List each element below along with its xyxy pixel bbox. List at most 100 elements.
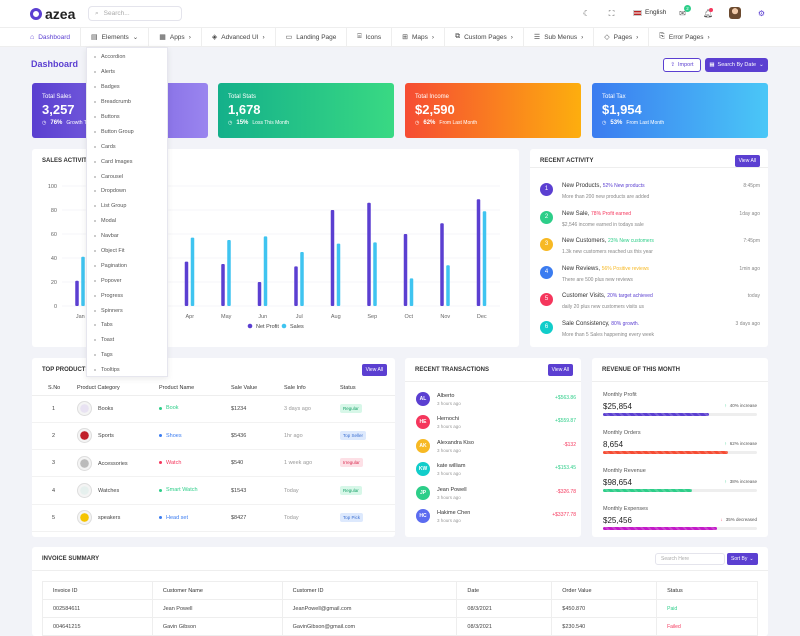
product-thumbnail: [77, 455, 92, 471]
row-number: 4: [32, 476, 77, 505]
dropdown-item[interactable]: Popover: [87, 273, 167, 288]
nav-custom-pages[interactable]: ⧉ Custom Pages ›: [445, 27, 524, 47]
settings-gear-icon[interactable]: ⚙: [757, 9, 766, 18]
product-name-cell: Head set: [159, 504, 231, 532]
dropdown-item[interactable]: Toast: [87, 333, 167, 348]
product-category-cell: Watches: [77, 476, 159, 505]
activity-item: 5 Customer Visits, 20% target achieved dai…: [540, 293, 760, 321]
dropdown-item[interactable]: List Group: [87, 199, 167, 214]
transaction-item[interactable]: HE Hernochi 3 hours ago +$559.87: [416, 415, 576, 438]
dropdown-item[interactable]: Modal: [87, 214, 167, 229]
dropdown-item[interactable]: Tags: [87, 348, 167, 363]
column-header: Status: [656, 581, 758, 600]
stat-subtext: ◷ 15% Loss This Month: [228, 120, 384, 126]
dropdown-item[interactable]: Cards: [87, 139, 167, 154]
nav-sub-menus[interactable]: ☰ Sub Menus ›: [524, 27, 595, 47]
notification-bell-icon[interactable]: 🔔︎: [703, 8, 714, 18]
dropdown-item[interactable]: Alerts: [87, 65, 167, 80]
dropdown-item[interactable]: Navbar: [87, 229, 167, 244]
column-header: Customer ID: [281, 581, 458, 600]
dropdown-item[interactable]: Badges: [87, 80, 167, 95]
avatar: KW: [416, 462, 430, 477]
search-by-date-button[interactable]: ▦ Search By Date ⌄: [705, 58, 768, 72]
stat-label: Total Income: [415, 94, 450, 100]
nav-advanced-ui[interactable]: ◈ Advanced UI ›: [202, 27, 276, 47]
dropdown-item[interactable]: Breadcrumb: [87, 95, 167, 110]
dropdown-item[interactable]: Tabs: [87, 318, 167, 333]
bar-sales: [190, 237, 195, 306]
nav-pages[interactable]: ◇ Pages ›: [594, 27, 650, 47]
dropdown-item-label: Tooltips: [101, 367, 120, 374]
bar-net-profit: [403, 234, 408, 306]
dropdown-item[interactable]: Accordion: [87, 50, 167, 65]
status-dot-icon: [159, 406, 162, 410]
dropdown-item[interactable]: Card Images: [87, 154, 167, 169]
brand-logo[interactable]: azea: [30, 6, 75, 22]
transaction-item[interactable]: JP Jean Powell 3 hours ago -$326.78: [416, 485, 576, 509]
dropdown-item[interactable]: Object Fit: [87, 244, 167, 259]
dropdown-item[interactable]: Pagination: [87, 258, 167, 273]
sort-by-button[interactable]: Sort By ⌄: [727, 553, 758, 565]
activity-title-text: New Products,: [562, 183, 602, 189]
dropdown-item[interactable]: Progress: [87, 288, 167, 303]
stat-value: $2,590: [415, 102, 455, 117]
dropdown-item[interactable]: Buttons: [87, 110, 167, 125]
activity-time: 8:45pm: [743, 183, 760, 189]
dropdown-item[interactable]: Tooltips: [87, 363, 167, 378]
table-row[interactable]: 002584611 Jean Powell JeanPowell@gmail.com…: [42, 599, 758, 618]
dropdown-item[interactable]: Button Group: [87, 124, 167, 139]
products-view-all-button[interactable]: View All: [361, 364, 387, 376]
bar-net-profit: [184, 261, 189, 306]
fullscreen-icon[interactable]: ⛶: [608, 9, 615, 18]
dropdown-item[interactable]: Dropdown: [87, 184, 167, 199]
nav-label: Dashboard: [38, 33, 71, 41]
table-row[interactable]: 1 Books Book $1234 3 days ago Regular: [32, 395, 395, 423]
activity-item: 4 New Reviews, 56% Positive reviews There …: [540, 265, 760, 294]
table-row[interactable]: 004641215 Gavin Gibson GavinGibson@gmail.c…: [42, 617, 758, 636]
mail-icon[interactable]: ✉ 2: [678, 5, 691, 18]
activity-title: New Products, 52% New products: [562, 183, 645, 189]
invoice-date: 08/3/2021: [456, 617, 553, 636]
avatar: AK: [416, 438, 430, 453]
table-row[interactable]: 3 Accessories Watch $540 1 week ago Irregular: [32, 449, 395, 478]
transaction-item[interactable]: HC Hakime Chen 3 hours ago +$3377.78: [416, 509, 576, 532]
nav-apps[interactable]: ▦ Apps ›: [149, 27, 202, 47]
transaction-name: Jean Powell: [437, 486, 467, 493]
bar-net-profit: [330, 210, 335, 306]
trend-arrow-icon: ↑: [724, 441, 727, 446]
clock-icon: ◷: [42, 120, 47, 126]
nav-dashboard[interactable]: ⌂ Dashboard: [0, 27, 82, 47]
user-avatar[interactable]: [729, 7, 741, 19]
table-row[interactable]: 4 Watches Smart Watch $1543 Today Regular: [32, 476, 395, 505]
row-number: 5: [32, 504, 77, 532]
nav-maps[interactable]: ⊞ Maps ›: [392, 27, 446, 47]
dropdown-item[interactable]: Spinners: [87, 303, 167, 318]
dropdown-item[interactable]: Carousel: [87, 169, 167, 184]
activity-item: 6 Sale Consistency, 80% growth. More than …: [540, 320, 760, 349]
x-tick-label: Jan: [76, 314, 85, 320]
table-row[interactable]: 2 Sports Shoes $5436 1hr ago Top Seller: [32, 422, 395, 451]
transactions-view-all-button[interactable]: View All: [547, 364, 573, 376]
language-selector[interactable]: English: [633, 9, 666, 16]
transaction-item[interactable]: AL Alberto 3 hours ago +$563.86: [416, 392, 576, 415]
transaction-item[interactable]: AK Alexandra Kiso 3 hours ago -$132: [416, 438, 576, 462]
table-row[interactable]: 5 speakers Head set $8427 Today Top Pick: [32, 504, 395, 532]
nav-error-pages[interactable]: ⎘ Error Pages ›: [649, 28, 709, 47]
dropdown-item-label: Button Group: [101, 128, 134, 135]
activity-view-all-button[interactable]: View All: [734, 155, 760, 167]
nav-icons[interactable]: ⌸ Icons: [347, 27, 393, 47]
activity-title-text: Sale Consistency,: [562, 320, 610, 327]
dark-mode-icon[interactable]: ☾: [582, 9, 591, 18]
activity-title: New Reviews, 56% Positive reviews: [562, 266, 649, 272]
search-input[interactable]: ⌕ Search...: [88, 6, 182, 21]
nav-landing-page[interactable]: ▭ Landing Page: [276, 27, 348, 47]
stat-card-total-income: Total Income $2,590 ◷ 62% From Last Month: [405, 83, 581, 138]
x-tick-label: Apr: [185, 314, 194, 320]
activity-time: 7:45pm: [743, 238, 760, 244]
nav-elements[interactable]: ▤ Elements ⌄: [81, 27, 150, 47]
product-thumbnail: [77, 401, 92, 417]
invoice-search-input[interactable]: Search Here: [655, 553, 725, 565]
import-button[interactable]: ⇪ Import: [663, 58, 701, 72]
column-header: Sale Value: [231, 382, 284, 396]
transaction-item[interactable]: KW kate william 3 hours ago +$153.45: [416, 462, 576, 485]
